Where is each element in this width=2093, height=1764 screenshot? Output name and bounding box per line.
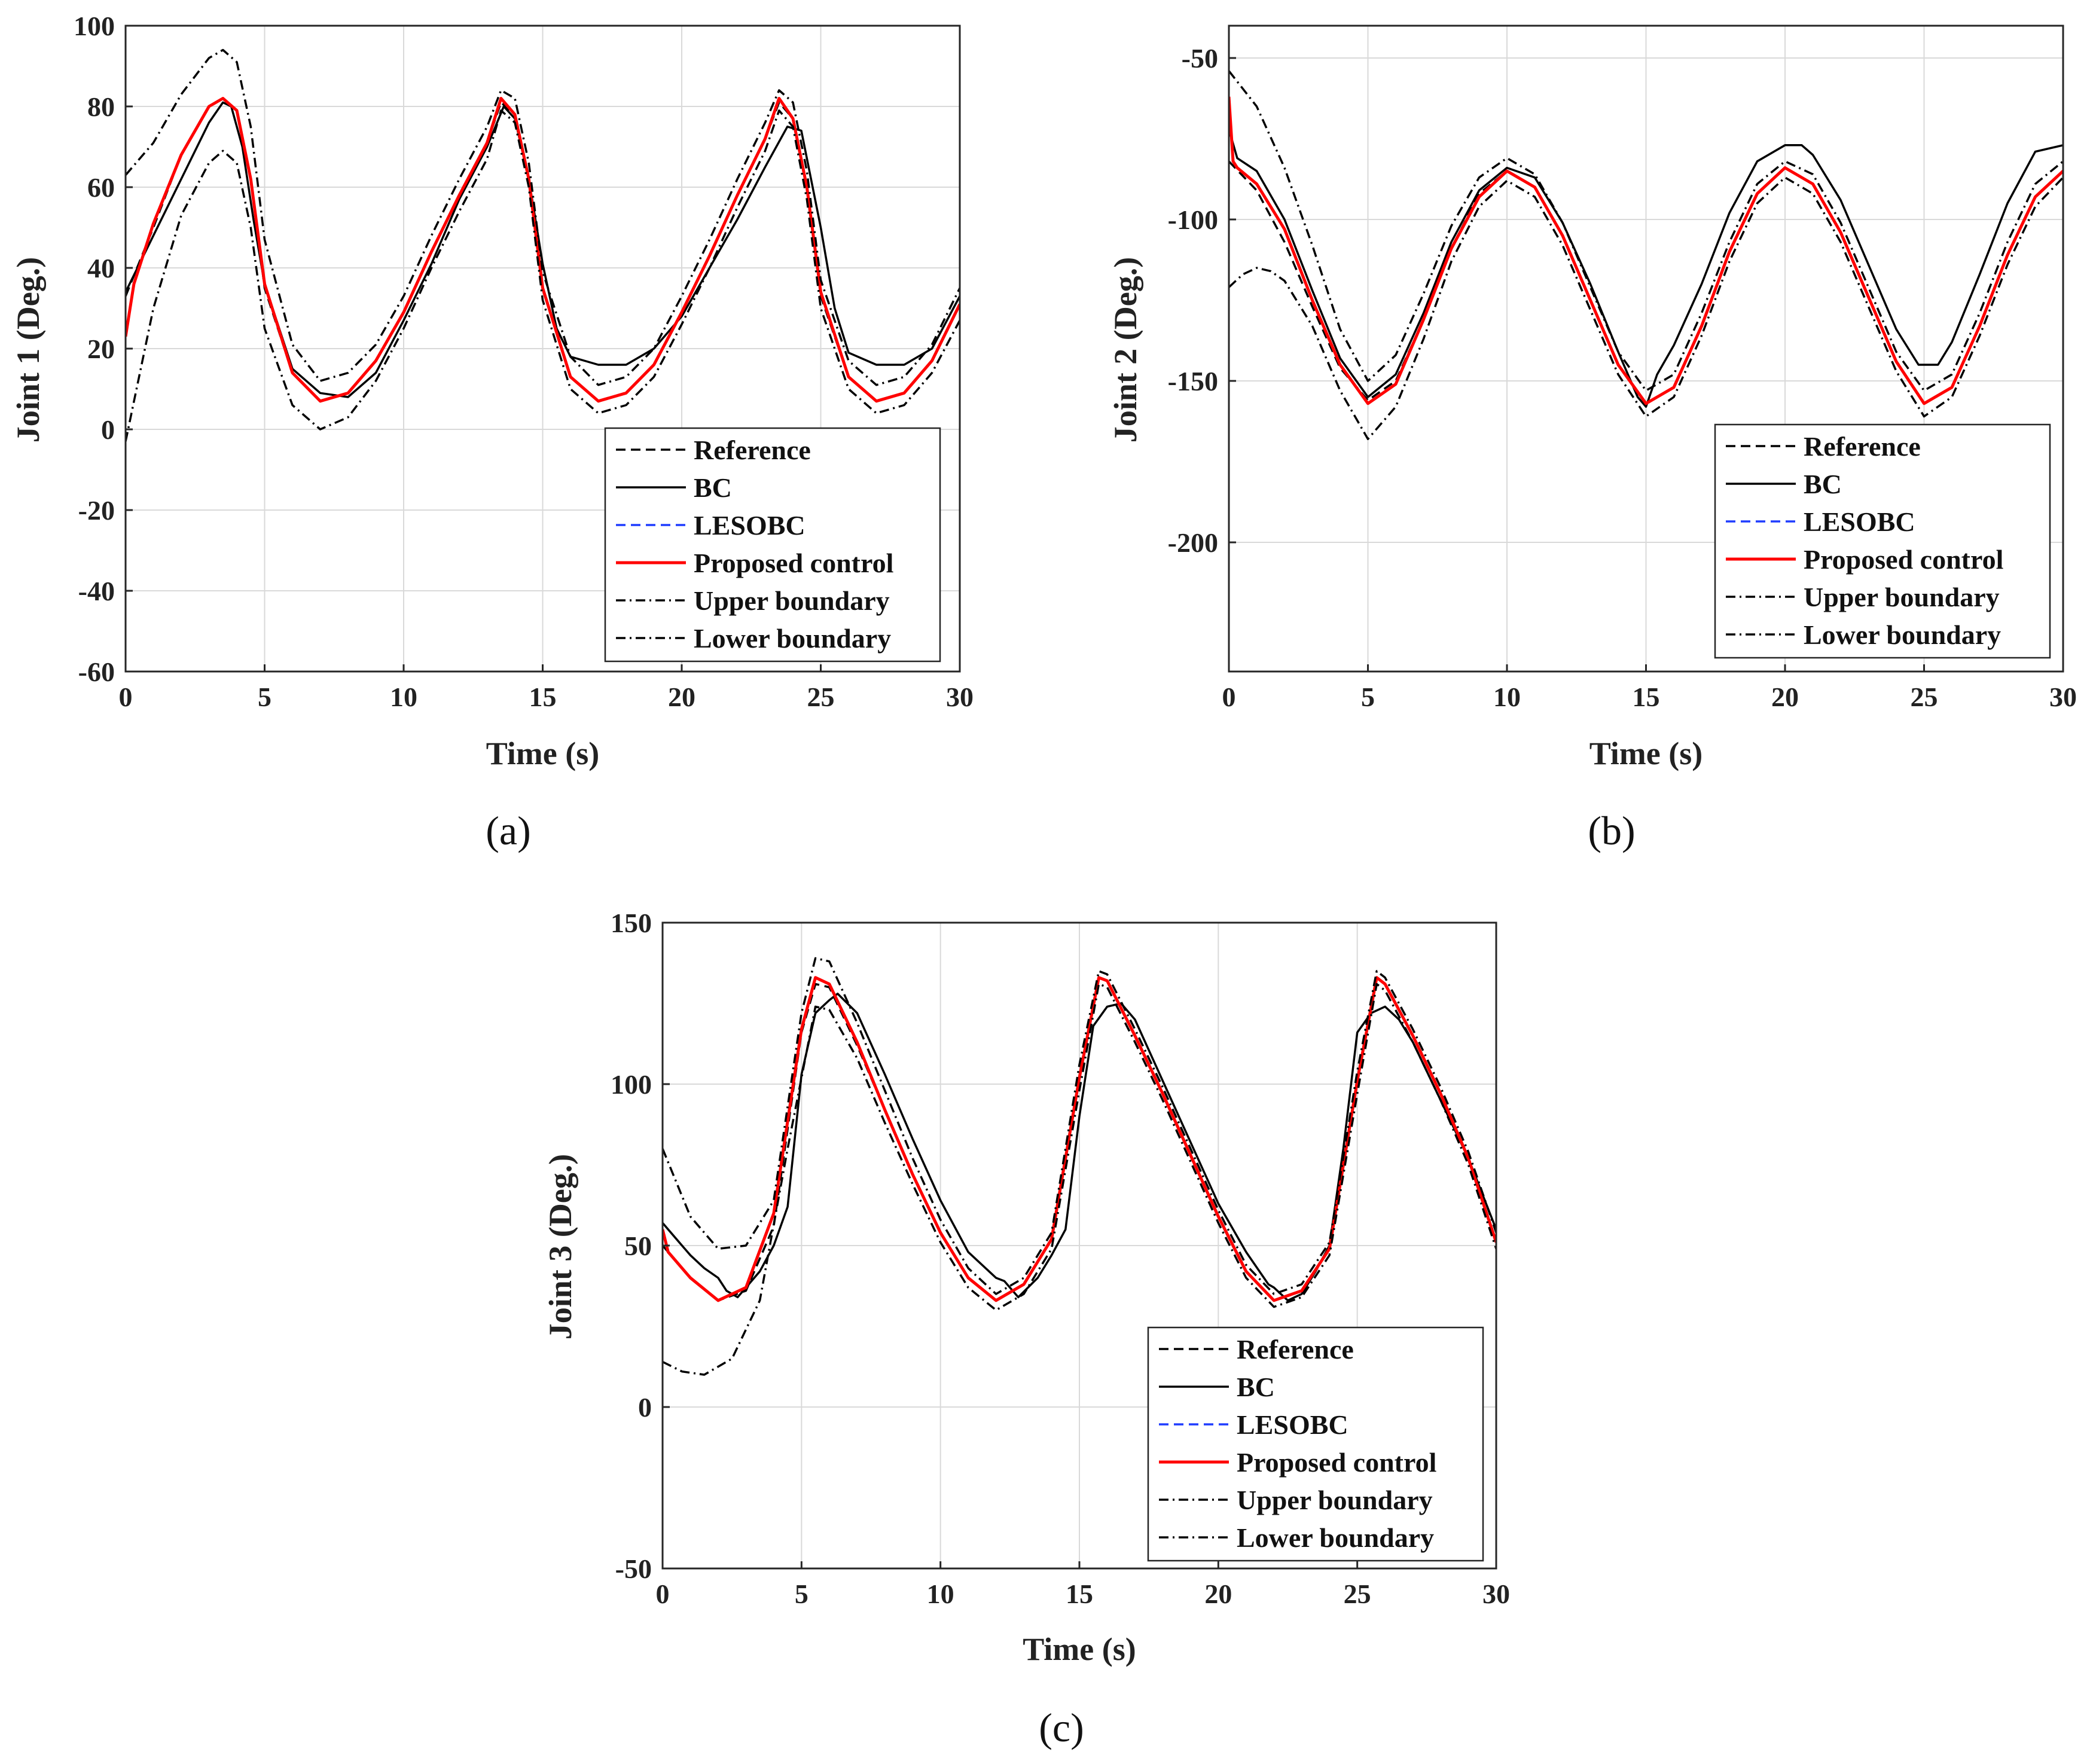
panel-c-legend-label-upper-boundary: Upper boundary — [1237, 1485, 1433, 1515]
panel-a-y-tick-label: -40 — [78, 576, 115, 606]
panel-a-series-proposed-control-line — [126, 97, 960, 403]
panel-c-y-tick-label: 150 — [611, 908, 652, 938]
panel-a-y-tick-label: 0 — [101, 414, 115, 445]
panel-c-x-tick-label: 15 — [1066, 1579, 1093, 1609]
panel-a-y-tick-label: 40 — [87, 253, 115, 283]
panel-b-x-tick-label: 20 — [1771, 682, 1799, 712]
panel-c-x-tick-label: 20 — [1204, 1579, 1232, 1609]
panel-a-legend-box — [604, 427, 941, 663]
panel-c-x-tick-label: 25 — [1344, 1579, 1371, 1609]
panel-a-x-tick-label: 15 — [529, 682, 557, 712]
panel-b-caption: (b) — [1588, 808, 1635, 853]
panel-a-legend-label-lesobc: LESOBC — [694, 510, 806, 541]
panel-b-x-axis-label: Time (s) — [1589, 735, 1703, 771]
panel-a-y-tick-label: 100 — [74, 11, 115, 41]
panel-c-series-group — [663, 957, 1496, 1376]
panel-a-x-tick-label: 5 — [258, 682, 271, 712]
panel-b-y-tick-label: -200 — [1168, 527, 1218, 558]
panel-b-legend-label-bc: BC — [1804, 469, 1842, 499]
panel-a-x-tick-label: 10 — [390, 682, 417, 712]
panel-a-y-tick-label: 60 — [87, 172, 115, 203]
panel-a-legend-label-proposed-control: Proposed control — [694, 548, 893, 578]
panel-b-legend-box — [1714, 423, 2051, 659]
panel-a-x-tick-label: 20 — [668, 682, 695, 712]
panel-b-x-tick-label: 0 — [1222, 682, 1236, 712]
panel-b-series-bc-line — [1229, 129, 2063, 408]
panel-b-x-tick-label: 5 — [1361, 682, 1375, 712]
panel-b-legend-label-lesobc: LESOBC — [1804, 506, 1915, 537]
panel-a-y-tick-label: 80 — [87, 91, 115, 122]
panel-a-legend-label-reference: Reference — [694, 435, 811, 465]
panel-c-y-tick-label: 100 — [611, 1069, 652, 1100]
panel-b-y-axis-label: Joint 2 (Deg.) — [1107, 257, 1143, 442]
panel-b-legend-label-upper-boundary: Upper boundary — [1804, 582, 2000, 612]
panel-c-x-tick-label: 0 — [656, 1579, 670, 1609]
panel-c-series-bc-line — [663, 993, 1496, 1302]
panel-b-legend: Reference BC LESOBC Proposed control Upper b… — [1714, 423, 2051, 659]
panel-a-y-tick-label: -60 — [78, 657, 115, 687]
panel-a-y-tick-label: 20 — [87, 334, 115, 364]
panel-c-x-tick-label: 5 — [795, 1579, 808, 1609]
panel-c-y-tick-label: -50 — [615, 1554, 652, 1584]
panel-a-x-axis-label: Time (s) — [486, 735, 599, 771]
panel-a-y-axis-label: Joint 1 (Deg.) — [10, 257, 46, 442]
panel-c-legend-label-proposed-control: Proposed control — [1237, 1447, 1436, 1478]
panel-c-legend-label-bc: BC — [1237, 1372, 1275, 1402]
panel-b-series-proposed-control-line — [1229, 96, 2063, 405]
panel-a: (a) 0 5 10 15 20 25 30 -60 -40 -20 0 20 40 60 80 100 Tim… — [10, 11, 974, 853]
panel-a-x-tick-label: 25 — [807, 682, 835, 712]
panel-b-y-tick-label: -50 — [1182, 43, 1218, 74]
panel-c-legend-label-lower-boundary: Lower boundary — [1237, 1522, 1434, 1553]
panel-b-y-tick-label: -100 — [1168, 205, 1218, 235]
panel-c-legend-box — [1147, 1326, 1484, 1562]
panel-b-series-lower-boundary-line — [1229, 176, 2063, 440]
panel-a-caption: (a) — [486, 808, 530, 853]
panel-b-legend-label-lower-boundary: Lower boundary — [1804, 619, 2001, 650]
panel-b-x-tick-label: 30 — [2049, 682, 2077, 712]
panel-b-x-tick-label: 10 — [1493, 682, 1521, 712]
panel-c-legend: Reference BC LESOBC Proposed control Upper b… — [1147, 1326, 1484, 1562]
panel-b-legend-label-reference: Reference — [1804, 431, 1921, 462]
panel-b-y-tick-label: -150 — [1168, 366, 1218, 396]
panel-c-y-axis-label: Joint 3 (Deg.) — [542, 1154, 578, 1339]
panel-a-legend-label-lower-boundary: Lower boundary — [694, 623, 891, 654]
panel-c-x-axis-label: Time (s) — [1023, 1631, 1136, 1667]
panel-c-y-tick-label: 0 — [638, 1392, 652, 1423]
panel-a-series-upper-boundary-line — [126, 48, 960, 386]
panel-a-x-tick-label: 30 — [946, 682, 974, 712]
panel-a-legend: Reference BC LESOBC Proposed control Upper b… — [604, 427, 941, 663]
panel-b-x-tick-label: 25 — [1911, 682, 1938, 712]
panel-b-series-group — [1229, 70, 2063, 440]
panel-b-series-upper-boundary-line — [1229, 70, 2063, 392]
panel-a-legend-label-upper-boundary: Upper boundary — [694, 585, 890, 616]
panel-b-x-tick-label: 15 — [1633, 682, 1660, 712]
panel-c-x-tick-label: 30 — [1482, 1579, 1510, 1609]
panel-c-series-upper-boundary-line — [663, 957, 1496, 1295]
panel-a-series-group — [126, 48, 960, 442]
panel-c-legend-label-lesobc: LESOBC — [1237, 1409, 1348, 1440]
panel-c-legend-label-reference: Reference — [1237, 1334, 1354, 1365]
panel-c-y-tick-label: 50 — [624, 1231, 652, 1261]
panel-b: (b) 0 5 10 15 20 25 30 -200 -150 -100 -50 Time (s) J… — [1107, 25, 2077, 853]
panel-a-series-lower-boundary-line — [126, 109, 960, 442]
panel-c-x-tick-label: 10 — [927, 1579, 954, 1609]
panel-a-legend-label-bc: BC — [694, 472, 732, 503]
panel-c-series-proposed-control-line — [663, 976, 1496, 1302]
panel-b-legend-label-proposed-control: Proposed control — [1804, 544, 2003, 575]
panel-a-x-tick-label: 0 — [119, 682, 133, 712]
panel-a-y-tick-label: -20 — [78, 495, 115, 526]
panel-c-caption: (c) — [1039, 1705, 1084, 1750]
